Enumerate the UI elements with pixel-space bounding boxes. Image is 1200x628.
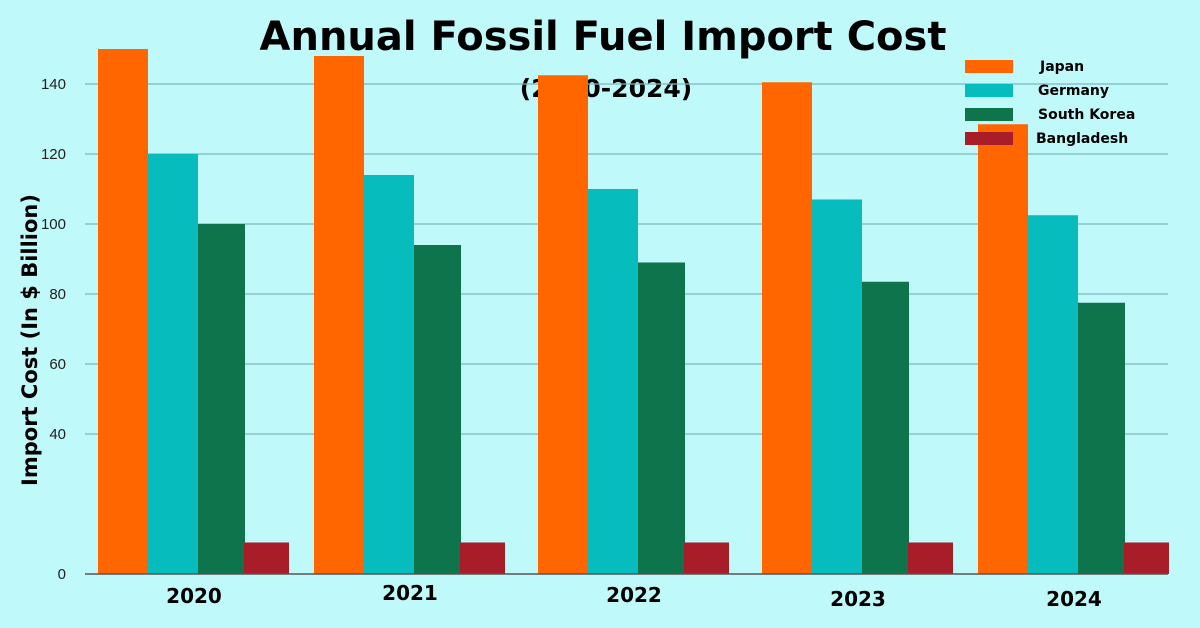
y-axis-label: Import Cost (In $ Billion) bbox=[18, 194, 42, 486]
y-tick-label: 80 bbox=[49, 286, 66, 303]
legend: Japan Germany South Korea Bangladesh bbox=[965, 59, 1135, 147]
x-tick-label: 2024 bbox=[1046, 587, 1102, 611]
legend-label-south-korea: South Korea bbox=[1038, 107, 1135, 123]
bar-germany-2020 bbox=[148, 154, 198, 574]
bar-bangladesh-2024 bbox=[1124, 542, 1169, 574]
bar-bangladesh-2022 bbox=[684, 542, 729, 574]
bar-germany-2021 bbox=[364, 175, 414, 574]
bar-south-korea-2021 bbox=[414, 245, 461, 574]
bar-south-korea-2023 bbox=[862, 281, 909, 574]
chart-title: Annual Fossil Fuel Import Cost bbox=[260, 14, 947, 60]
x-tick-label: 2023 bbox=[830, 587, 886, 611]
y-tick-label: 60 bbox=[49, 356, 66, 373]
x-tick-label: 2022 bbox=[606, 583, 662, 607]
bar-japan-2023 bbox=[762, 82, 812, 574]
bar-japan-2020 bbox=[98, 49, 148, 574]
x-tick-label: 2021 bbox=[382, 581, 438, 605]
bar-south-korea-2022 bbox=[638, 262, 685, 574]
bar-japan-2022 bbox=[538, 75, 588, 574]
legend-swatch-japan bbox=[965, 60, 1013, 73]
bar-bangladesh-2023 bbox=[908, 542, 953, 574]
bar-bangladesh-2020 bbox=[244, 542, 289, 574]
legend-label-germany: Germany bbox=[1038, 83, 1109, 99]
bar-south-korea-2020 bbox=[198, 224, 245, 574]
legend-label-bangladesh: Bangladesh bbox=[1036, 131, 1128, 147]
y-tick-label: 120 bbox=[41, 146, 66, 163]
bar-germany-2022 bbox=[588, 189, 638, 574]
legend-swatch-south-korea bbox=[965, 108, 1013, 121]
y-tick-label: 140 bbox=[41, 76, 66, 93]
bar-bangladesh-2021 bbox=[460, 542, 505, 574]
y-tick-label: 40 bbox=[49, 426, 66, 443]
legend-swatch-germany bbox=[965, 84, 1013, 97]
y-tick-label: 0 bbox=[58, 566, 66, 583]
bar-japan-2024 bbox=[978, 124, 1028, 574]
y-tick-label: 100 bbox=[41, 216, 66, 233]
x-tick-label: 2020 bbox=[166, 584, 222, 608]
bar-germany-2023 bbox=[812, 199, 862, 574]
bar-south-korea-2024 bbox=[1078, 302, 1125, 574]
bar-germany-2024 bbox=[1028, 215, 1078, 574]
legend-swatch-bangladesh bbox=[965, 132, 1013, 145]
bar-japan-2021 bbox=[314, 56, 364, 574]
legend-label-japan: Japan bbox=[1039, 59, 1084, 75]
